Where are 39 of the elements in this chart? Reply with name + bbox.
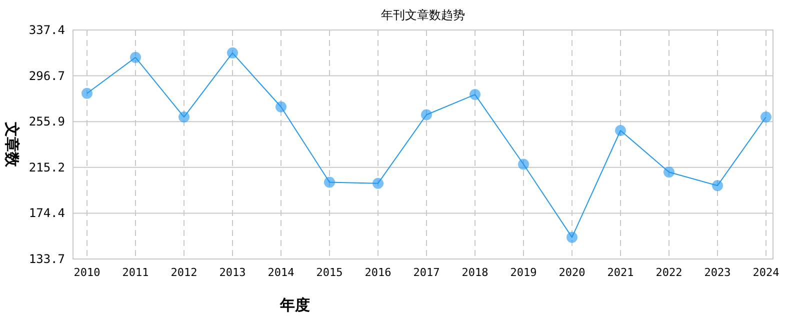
x-axis-title: 年度 (279, 296, 310, 314)
point (82, 88, 92, 99)
y-tick-label: 174.4 (28, 206, 65, 220)
x-tick-label: 2015 (316, 266, 343, 279)
x-tick-label: 2017 (413, 266, 440, 279)
point (178, 112, 190, 123)
point (276, 101, 286, 112)
x-tick-label: 2018 (462, 266, 488, 279)
x-tick-label: 2011 (122, 266, 149, 279)
point (664, 166, 674, 178)
x-tick-label: 2024 (752, 266, 780, 279)
point (566, 232, 578, 243)
point (518, 158, 529, 170)
point (227, 47, 238, 58)
x-tick-label: 2019 (510, 266, 537, 279)
x-tick-label: 2020 (558, 266, 586, 279)
x-tick-label: 2022 (656, 266, 682, 279)
point (760, 112, 772, 123)
point (421, 109, 432, 120)
y-tick-label: 337.4 (28, 23, 65, 37)
x-tick-label: 2012 (170, 266, 198, 279)
chart-title: 年刊文章数趋势 (381, 8, 465, 22)
x-tick-label: 2013 (219, 266, 246, 279)
y-axis-title: 文章数 (3, 121, 21, 168)
point (470, 89, 480, 100)
y-tick-label: 133.7 (28, 252, 65, 266)
y-tick-label: 296.7 (28, 68, 65, 83)
point (130, 52, 141, 63)
y-tick-label: 215.2 (28, 160, 65, 174)
x-tick-label: 2021 (607, 266, 634, 279)
point (712, 180, 723, 192)
point (372, 178, 384, 189)
point (324, 176, 335, 188)
x-tick-label: 2016 (364, 266, 392, 279)
y-tick-label: 255.9 (28, 114, 65, 129)
x-tick-label: 2010 (74, 266, 100, 279)
x-tick-label: 2023 (704, 266, 731, 279)
x-tick-label: 2014 (268, 266, 295, 279)
point (615, 125, 626, 136)
